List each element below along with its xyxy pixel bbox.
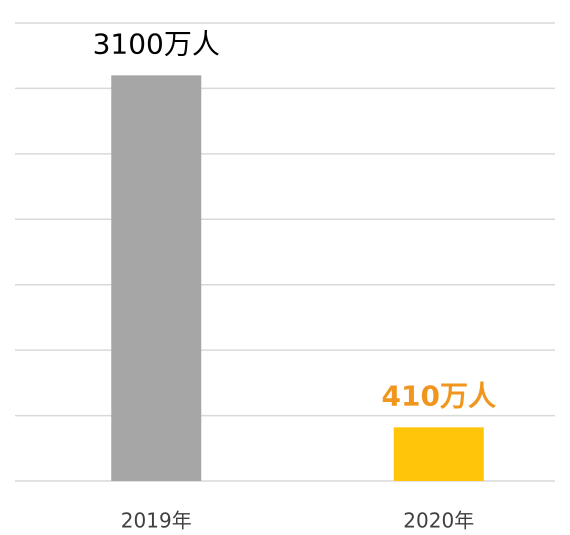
- bar: [111, 75, 202, 481]
- value-label: 3100万人: [93, 27, 220, 60]
- bar: [393, 427, 484, 481]
- x-tick-label: 2019年: [121, 509, 192, 533]
- x-tick-label: 2020年: [403, 509, 474, 533]
- value-label: 410万人: [382, 379, 496, 412]
